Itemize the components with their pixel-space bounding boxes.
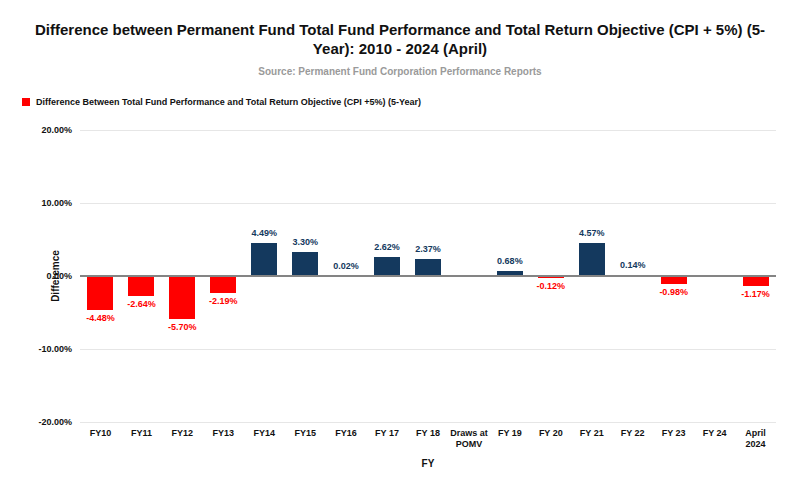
x-tick-label: April 2024 [735,428,776,450]
bar-value-label: -2.19% [193,296,253,306]
gridline [80,130,776,131]
bar-fy-21 [579,243,605,276]
bar-fy-17 [374,257,400,276]
x-tick-label: FY 23 [653,428,694,439]
x-tick-label: FY 19 [489,428,530,439]
x-tick-label: FY16 [326,428,367,439]
bar-fy13 [210,277,236,293]
bar-value-label: -0.12% [521,281,581,291]
y-tick-label: -10.00% [2,344,72,354]
x-tick-label: FY10 [80,428,121,439]
bar-fy-20 [538,277,564,278]
bar-value-label: -4.48% [70,313,130,323]
bar-value-label: 3.30% [275,237,335,247]
bar-fy15 [292,252,318,276]
chart-title: Difference between Permanent Fund Total … [20,20,780,58]
y-tick-label: 20.00% [2,125,72,135]
bar-april-2024 [743,277,769,286]
bar-fy11 [128,277,154,296]
bar-value-label: -0.98% [644,287,704,297]
x-tick-label: FY13 [203,428,244,439]
gridline [80,422,776,423]
chart-canvas: Difference between Permanent Fund Total … [0,0,800,494]
bar-value-label: 0.14% [603,260,663,270]
bar-fy10 [87,277,113,310]
x-tick-label: FY14 [244,428,285,439]
bar-fy14 [251,243,277,276]
x-tick-label: FY12 [162,428,203,439]
bar-value-label: 4.57% [562,228,622,238]
legend: Difference Between Total Fund Performanc… [22,97,421,107]
bar-value-label: 2.37% [398,244,458,254]
bar-value-label: -5.70% [152,322,212,332]
x-tick-label: Draws at POMV [448,428,489,450]
x-tick-label: FY 18 [408,428,449,439]
x-tick-label: FY11 [121,428,162,439]
y-tick-label: 0.00% [2,271,72,281]
bar-value-label: 0.02% [316,261,376,271]
y-tick-label: 10.00% [2,198,72,208]
legend-label: Difference Between Total Fund Performanc… [36,97,421,107]
x-tick-label: FY 21 [571,428,612,439]
bar-value-label: -1.17% [726,289,786,299]
x-axis-line [80,275,776,277]
y-tick-label: -20.00% [2,417,72,427]
x-tick-label: FY 17 [367,428,408,439]
bar-value-label: -2.64% [111,299,171,309]
x-tick-label: FY15 [285,428,326,439]
chart-source: Source: Permanent Fund Corporation Perfo… [0,66,800,77]
x-tick-label: FY 22 [612,428,653,439]
legend-swatch [22,98,30,106]
bar-fy-18 [415,259,441,276]
bar-value-label: 0.68% [480,256,540,266]
x-tick-label: FY 24 [694,428,735,439]
gridline [80,349,776,350]
x-axis-title: FY [80,458,776,469]
bar-fy12 [169,277,195,319]
gridline [80,203,776,204]
bar-fy-23 [661,277,687,284]
plot-area: Differemce 20.00%10.00%0.00%-10.00%-20.0… [80,130,776,422]
x-tick-label: FY 20 [530,428,571,439]
